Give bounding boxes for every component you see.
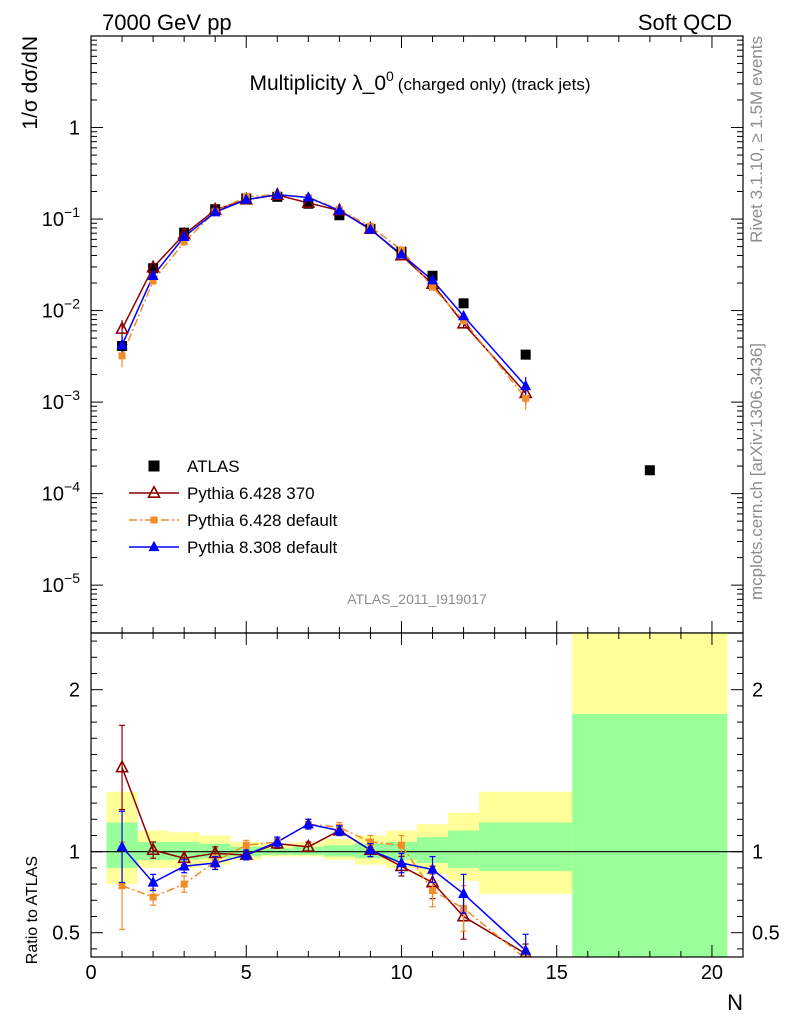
ratio-data-point [116, 840, 128, 852]
legend-marker [148, 460, 160, 472]
main-data-point [458, 309, 470, 321]
ratio-data-point [115, 759, 129, 773]
main-data-point [180, 238, 188, 246]
main-data-point [303, 198, 314, 209]
main-title-text: Multiplicity λ_0 [249, 72, 386, 95]
uncertainty-band-green [448, 830, 480, 868]
main-data-point [520, 349, 531, 360]
ratio-data-point [240, 848, 252, 860]
main-y-tick-label: 10−4 [42, 479, 80, 506]
ratio-data-point [366, 838, 374, 846]
x-tick-label: 0 [85, 962, 96, 984]
main-data-point [333, 204, 345, 215]
main-data-point [147, 269, 159, 280]
header-right-label: Soft QCD [638, 10, 732, 35]
ratio-data-point [397, 841, 405, 849]
main-series-line [121, 193, 527, 399]
main-data-point [240, 193, 252, 204]
main-y-tick-label: 1 [69, 118, 80, 140]
ratio-y-tick-label-right: 0.5 [752, 923, 780, 945]
ratio-data-point [333, 824, 345, 835]
main-data-point [116, 338, 128, 350]
main-y-tick-label: 10−2 [42, 296, 80, 323]
main-data-point [427, 273, 439, 285]
ratio-y-tick-label-right: 1 [752, 842, 763, 864]
main-title-superscript: 0 [386, 68, 394, 84]
main-panel: 10−5 10−4 10−3 10−2 10−1 1 ATLAS Pythia 6.428 3… [42, 35, 744, 634]
ratio-data-point [520, 944, 532, 955]
main-data-point [458, 298, 469, 309]
main-data-point [149, 277, 157, 285]
ratio-frame [90, 632, 744, 958]
ratio-data-point [209, 856, 221, 868]
main-data-point [522, 394, 530, 402]
ratio-y-axis-label: Ratio to ATLAS [24, 856, 41, 964]
x-tick-label: 10 [390, 962, 412, 984]
ratio-data-point [271, 835, 283, 847]
main-data-point [271, 188, 283, 199]
main-data-point [429, 283, 437, 291]
ratio-data-point [118, 882, 126, 890]
x-tick-label: 20 [701, 962, 723, 984]
ratio-data-point [427, 863, 439, 874]
ratio-data-point [429, 887, 437, 895]
legend-entry: Pythia 6.428 370 [187, 484, 315, 503]
main-title: Multiplicity λ_00 (charged only) (track j… [249, 68, 590, 95]
main-series-line [121, 194, 527, 394]
source-label: mcplots.cern.ch [arXiv:1306.3436] [747, 343, 766, 600]
ratio-data-point [302, 817, 314, 829]
legend-marker [150, 516, 158, 524]
ratio-data-point [146, 842, 160, 856]
legend-marker [148, 540, 160, 552]
main-data-point [520, 379, 532, 391]
ratio-panel: 0 5 10 15 20 0.5 0.5 1 1 2 2 [52, 632, 780, 984]
main-y-tick-label: 10−3 [42, 387, 80, 414]
main-data-point [118, 352, 126, 360]
uncertainty-band-green [479, 822, 573, 872]
events-label: Rivet 3.1.10, ≥ 1.5M events [747, 36, 766, 243]
ratio-data-point [149, 893, 157, 901]
main-data-point [301, 194, 316, 208]
x-axis-label: N [727, 990, 743, 1015]
main-y-tick-label: 10−5 [42, 570, 80, 597]
ratio-data-point [242, 841, 250, 849]
x-tick-label: 5 [241, 962, 252, 984]
main-y-axis-label: 1/σ dσ/dN [19, 36, 42, 130]
header-left-label: 7000 GeV pp [102, 10, 232, 35]
main-data-point [178, 230, 190, 241]
legend-entry: Pythia 8.308 default [187, 538, 338, 557]
main-y-tick-label: 10−1 [42, 204, 80, 231]
legend-entry: Pythia 6.428 default [187, 511, 338, 530]
ratio-data-point [301, 838, 316, 852]
ratio-plot-area [91, 633, 743, 957]
ratio-data-point [178, 860, 190, 871]
ratio-y-tick-label: 0.5 [52, 923, 80, 945]
main-data-point [460, 316, 468, 324]
ratio-data-point [395, 856, 407, 868]
main-data-point [395, 248, 407, 259]
ratio-y-tick-label-right: 2 [752, 680, 763, 702]
main-series-line [121, 193, 527, 387]
analysis-id-label: ATLAS_2011_I919017 [347, 591, 487, 607]
ratio-y-tick-label: 2 [69, 680, 80, 702]
ratio-data-point [147, 876, 159, 887]
legend-entry: ATLAS [187, 457, 240, 476]
main-data-point [644, 465, 655, 476]
main-data-point [115, 320, 129, 334]
uncertainty-band-green [323, 845, 355, 857]
main-data-point [302, 191, 314, 202]
x-tick-label: 15 [546, 962, 568, 984]
ratio-data-point [458, 887, 470, 898]
ratio-y-tick-label: 1 [69, 842, 80, 864]
ratio-data-point [364, 843, 376, 855]
uncertainty-band-green [572, 714, 728, 957]
main-data-point [148, 263, 159, 274]
ratio-data-point [180, 880, 188, 888]
main-data-point [364, 223, 376, 234]
legend-marker [147, 485, 161, 498]
main-title-paren: (charged only) (track jets) [398, 75, 591, 94]
main-data-point [209, 205, 221, 217]
